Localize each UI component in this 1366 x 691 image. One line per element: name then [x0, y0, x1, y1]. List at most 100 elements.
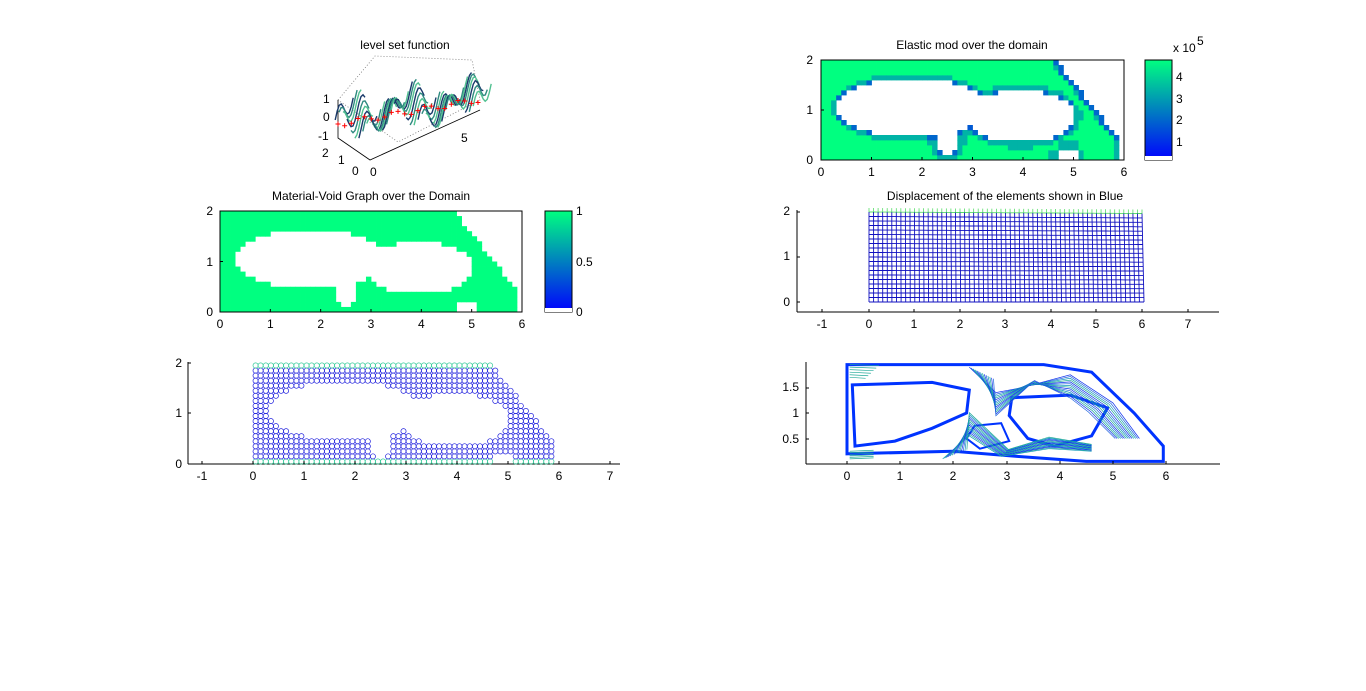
elastic-cell	[891, 65, 898, 71]
elastic-cell	[826, 135, 832, 141]
circle-marker	[313, 438, 320, 445]
circle-marker	[252, 453, 259, 460]
material-cell	[250, 211, 256, 217]
mesh-col-line	[1077, 213, 1081, 302]
circle-marker	[369, 377, 376, 384]
elastic-cell	[997, 70, 1004, 76]
material-cell	[466, 286, 473, 293]
material-cell	[365, 221, 372, 227]
material-cell	[360, 226, 367, 232]
material-cell	[320, 211, 327, 217]
circle-marker	[344, 438, 351, 445]
circle-marker	[257, 418, 264, 425]
material-cell	[220, 256, 226, 262]
material-cell	[436, 221, 442, 227]
circle-marker	[369, 453, 376, 460]
elastic-cell	[826, 75, 832, 81]
elastic-cell	[856, 135, 862, 141]
material-cell	[270, 226, 276, 232]
elastic-cell	[977, 80, 983, 86]
material-cell	[451, 231, 457, 237]
circle-marker	[267, 382, 274, 389]
material-cell	[320, 296, 327, 303]
circle-marker	[283, 382, 290, 389]
circle-marker	[308, 448, 315, 455]
circle-marker	[492, 397, 499, 404]
material-cell	[441, 306, 447, 313]
levelset-ytick-1: 2	[322, 146, 329, 160]
circle-marker	[487, 362, 494, 369]
elastic-cell	[1053, 85, 1059, 91]
material-cell	[401, 296, 407, 303]
circle-marker	[471, 372, 478, 379]
material-cell	[421, 301, 427, 308]
material-cell	[421, 226, 427, 232]
elastic-cell	[836, 135, 842, 141]
levelset-surface-strip	[468, 84, 488, 112]
material-cell	[325, 221, 332, 227]
circles-ytick-0: 0	[175, 457, 182, 471]
material-cell	[511, 286, 518, 293]
material-cell	[315, 301, 322, 308]
elastic-cell	[1083, 105, 1090, 111]
circle-marker	[303, 443, 310, 450]
material-cell	[451, 211, 457, 217]
circle-marker	[329, 458, 336, 465]
material-cell	[451, 301, 457, 308]
material-cell	[285, 291, 291, 298]
circle-marker	[517, 443, 524, 450]
elastic-cell	[1068, 145, 1074, 151]
elastic-cell	[972, 75, 978, 81]
circle-marker	[482, 443, 488, 450]
material-cell	[240, 271, 246, 278]
circle-marker	[456, 453, 463, 460]
elastic-cell	[861, 70, 867, 76]
circle-marker	[446, 458, 453, 465]
elastic-cell	[916, 70, 923, 76]
circle-marker	[329, 453, 336, 460]
material-cell	[320, 221, 327, 227]
circle-marker	[487, 443, 494, 450]
elastic-cell	[831, 90, 837, 96]
material-cell	[255, 211, 261, 217]
levelset-ztick-3: -1	[318, 129, 329, 143]
elastic-cell	[1033, 85, 1039, 91]
material-cell	[280, 286, 286, 293]
material-cell	[496, 271, 503, 278]
circle-marker	[278, 448, 285, 455]
elastic-cell	[821, 65, 827, 71]
elastic-cell	[1053, 150, 1059, 156]
elastic-cell	[861, 135, 867, 141]
elastic-cell	[962, 140, 968, 146]
circle-marker	[400, 433, 407, 440]
material-cell	[265, 231, 271, 237]
elastic-cell	[821, 80, 827, 86]
elastic-cell	[1058, 70, 1064, 76]
circle-marker	[303, 458, 310, 465]
material-cell	[220, 236, 226, 242]
circle-marker	[288, 443, 295, 450]
elastic-cell	[1093, 125, 1100, 131]
circle-marker	[512, 402, 519, 409]
material-cell	[275, 301, 281, 308]
material-cell	[365, 236, 372, 242]
circle-marker	[528, 413, 534, 419]
circle-marker	[492, 372, 499, 379]
elastic-cell	[851, 130, 857, 136]
elastic-cell	[851, 145, 857, 151]
circle-marker	[507, 418, 514, 425]
elastic-cell	[922, 70, 928, 76]
material-cell	[220, 306, 226, 313]
elastic-cell	[1017, 145, 1024, 151]
circle-marker	[385, 453, 392, 460]
levelset-surface-strip	[350, 100, 370, 134]
circle-marker	[359, 438, 366, 445]
elastic-cell	[891, 140, 898, 146]
elastic-cell	[962, 80, 968, 86]
circle-marker	[288, 458, 295, 465]
material-cell	[235, 276, 241, 283]
material-cell	[260, 296, 266, 303]
material-cell	[446, 306, 452, 313]
elastic-cell	[821, 150, 827, 156]
elastic-cell	[886, 135, 893, 141]
